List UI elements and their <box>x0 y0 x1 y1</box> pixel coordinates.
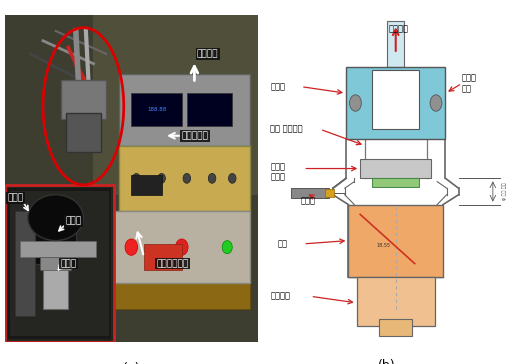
Bar <box>8 188 111 339</box>
Text: 18.55: 18.55 <box>377 243 391 248</box>
Bar <box>94 277 250 309</box>
Bar <box>131 93 182 126</box>
Circle shape <box>158 173 165 183</box>
Bar <box>360 159 431 178</box>
Bar <box>348 205 443 277</box>
Circle shape <box>183 173 191 183</box>
Text: 양극: 양극 <box>277 240 287 248</box>
Ellipse shape <box>28 195 83 241</box>
Text: (b): (b) <box>377 359 395 364</box>
Polygon shape <box>94 15 258 195</box>
Bar <box>346 67 445 139</box>
Bar <box>387 21 404 67</box>
Circle shape <box>350 95 362 111</box>
Text: 에미터: 에미터 <box>301 197 316 206</box>
Bar <box>187 93 232 126</box>
Circle shape <box>132 173 140 183</box>
Bar <box>372 178 419 186</box>
Text: 에미터
전극: 에미터 전극 <box>462 74 477 93</box>
Text: 음극부: 음극부 <box>66 217 82 225</box>
Text: 에미터
베이스: 에미터 베이스 <box>270 162 285 182</box>
Text: 유리밸브: 유리밸브 <box>270 292 290 301</box>
Text: (a): (a) <box>123 362 140 364</box>
Circle shape <box>176 239 188 256</box>
Bar <box>372 70 419 129</box>
Text: 양극부: 양극부 <box>61 259 77 268</box>
Bar <box>41 257 71 270</box>
Bar <box>61 80 106 119</box>
Circle shape <box>208 173 216 183</box>
Bar <box>324 189 334 197</box>
Text: 188.88: 188.88 <box>147 107 166 112</box>
Bar <box>94 211 250 283</box>
Bar <box>20 241 96 257</box>
Circle shape <box>222 241 232 254</box>
Circle shape <box>229 173 236 183</box>
Text: φ 변화 거리: φ 변화 거리 <box>502 183 507 200</box>
Bar <box>66 113 101 152</box>
Text: 변화 슬라이더: 변화 슬라이더 <box>270 125 303 134</box>
Text: 전류측정기: 전류측정기 <box>182 131 209 140</box>
Bar <box>43 260 68 309</box>
Bar <box>291 188 330 198</box>
Text: 에미터: 에미터 <box>8 194 24 202</box>
Bar <box>15 211 36 316</box>
Bar <box>118 74 250 146</box>
Bar <box>144 244 182 270</box>
Bar <box>5 185 114 342</box>
Circle shape <box>430 95 442 111</box>
Text: 진공버기: 진공버기 <box>388 24 408 33</box>
Text: 전원공급장치: 전원공급장치 <box>157 259 189 268</box>
Circle shape <box>125 239 138 256</box>
Bar <box>36 218 76 264</box>
Bar <box>379 319 413 336</box>
Bar <box>10 191 109 336</box>
Text: 어댑터: 어댑터 <box>270 82 285 91</box>
Bar <box>356 277 435 326</box>
Bar <box>131 175 162 195</box>
Bar <box>118 146 250 211</box>
Text: 진공장치: 진공장치 <box>197 50 218 58</box>
